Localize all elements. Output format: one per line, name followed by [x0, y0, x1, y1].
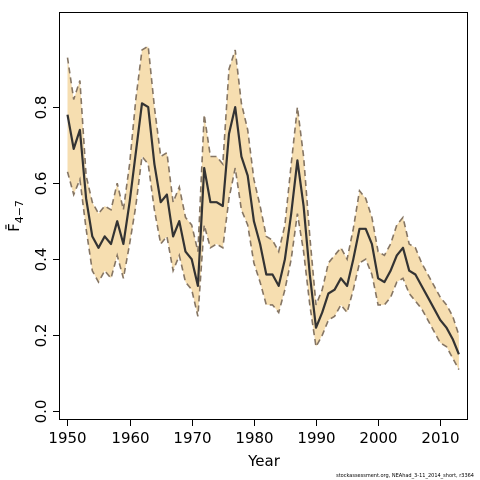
- x-tick-label: 1960: [111, 429, 149, 447]
- y-axis-title: F̄4−7: [4, 200, 26, 232]
- estimate-line: [66, 102, 460, 355]
- upper-bound-line: [66, 44, 460, 336]
- credit-note: stockassessment.org, NEAhad_3-11_2014_sh…: [336, 473, 474, 479]
- y-tick-label: 0.4: [32, 248, 50, 272]
- confidence-band: [67, 46, 459, 370]
- lower-bound-line: [66, 154, 460, 370]
- y-tick-label: 0.8: [32, 96, 50, 120]
- x-tick-label: 1990: [297, 429, 335, 447]
- y-axis: 0.0 0.2 0.4 0.6 0.8: [32, 96, 60, 424]
- y-tick-label: 0.6: [32, 172, 50, 196]
- x-tick-label: 1980: [235, 429, 273, 447]
- x-tick-label: 1950: [48, 429, 86, 447]
- x-tick-label: 2010: [421, 429, 459, 447]
- plot-area: [66, 44, 460, 370]
- x-tick-label: 2000: [359, 429, 397, 447]
- y-axis-title-subscript: 4−7: [13, 200, 26, 223]
- x-tick-label: 1970: [173, 429, 211, 447]
- x-axis: 1950 1960 1970 1980 1990 2000 2010: [48, 419, 460, 447]
- y-tick-label: 0.0: [32, 400, 50, 424]
- x-axis-title: Year: [247, 452, 281, 470]
- y-tick-label: 0.2: [32, 324, 50, 348]
- y-axis-title-main: F̄: [4, 223, 23, 232]
- svg-text:F̄4−7: F̄4−7: [4, 200, 26, 232]
